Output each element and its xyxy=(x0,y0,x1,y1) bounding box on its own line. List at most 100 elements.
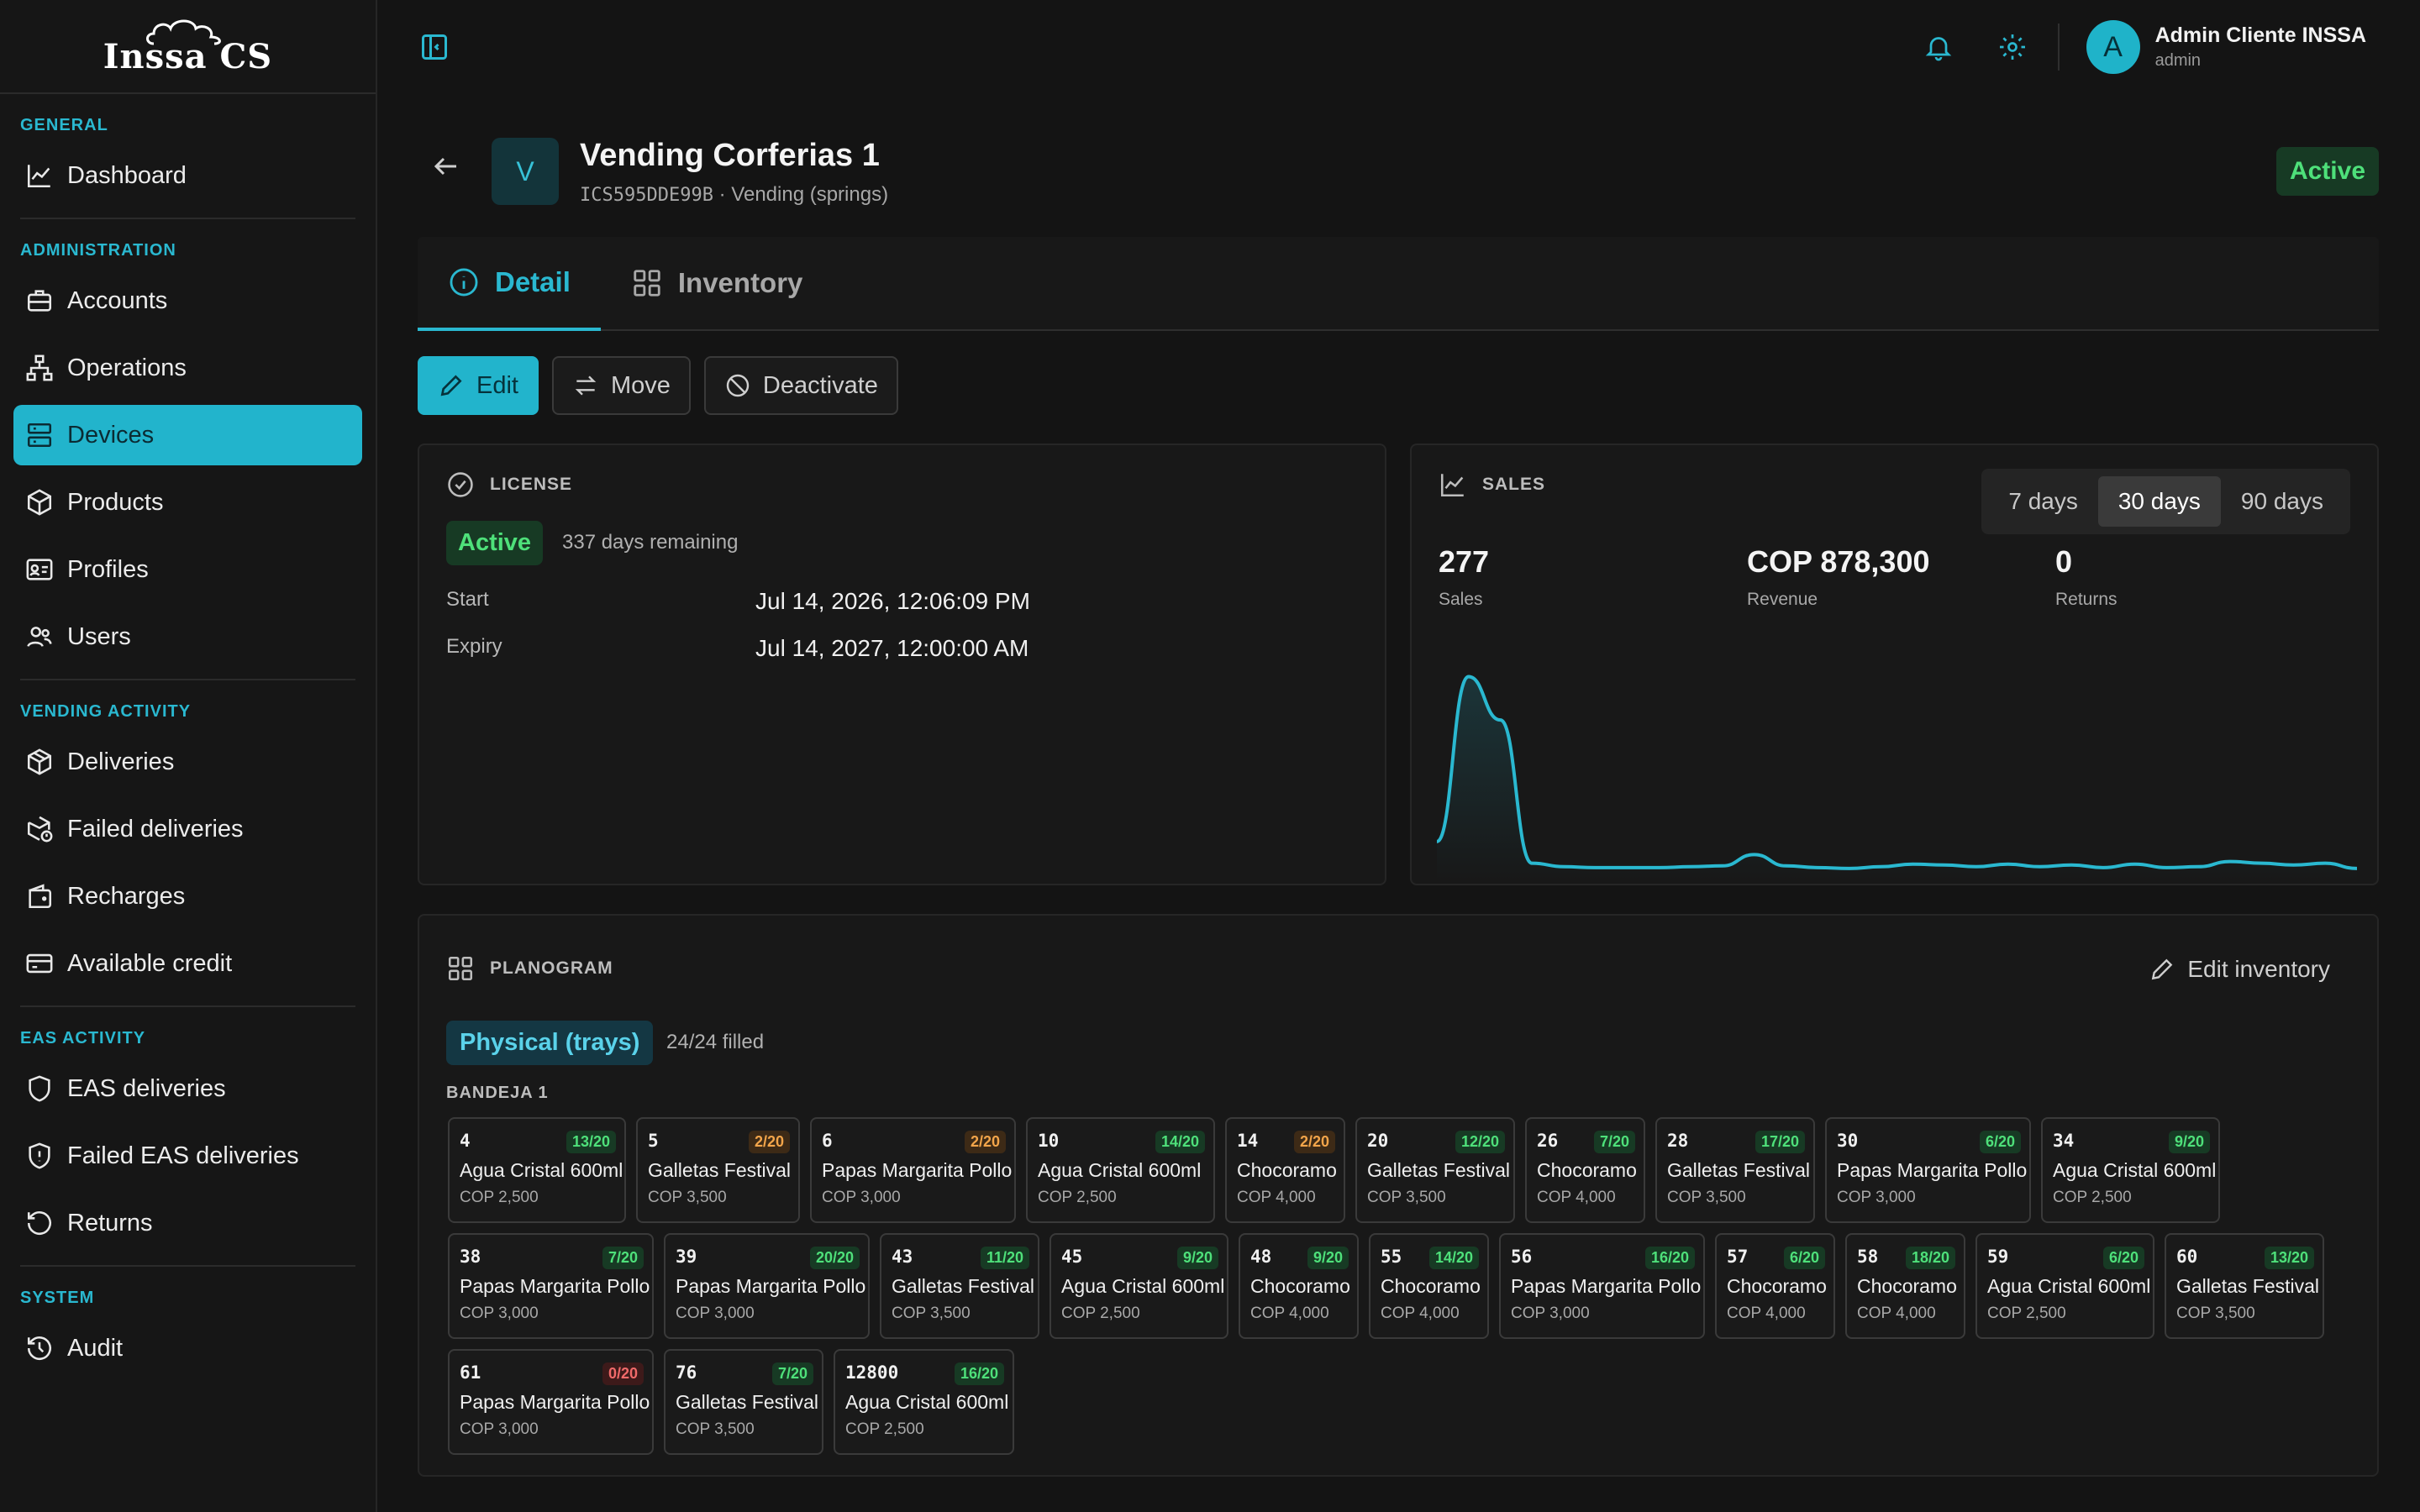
avatar[interactable]: A xyxy=(2086,20,2140,74)
slot-card[interactable]: 43 11/20 Galletas Festival COP 3,500 xyxy=(880,1233,1039,1339)
sidebar-item-dashboard[interactable]: Dashboard xyxy=(13,145,362,206)
range-7-days[interactable]: 7 days xyxy=(2008,488,2078,514)
sidebar-item-products[interactable]: Products xyxy=(13,472,362,533)
action-bar: Edit Move Deactivate xyxy=(418,331,2379,444)
slot-price: COP 4,000 xyxy=(1857,1305,1936,1322)
gear-icon[interactable] xyxy=(1997,32,2028,62)
sidebar-item-available-credit[interactable]: Available credit xyxy=(13,933,362,994)
card-title: LICENSE xyxy=(490,475,573,494)
slot-card[interactable]: 26 7/20 Chocoramo COP 4,000 xyxy=(1525,1117,1645,1223)
slot-product-name: Agua Cristal 600ml xyxy=(1987,1275,2151,1297)
slot-quantity-badge: 6/20 xyxy=(2102,1247,2144,1269)
slot-price: COP 3,500 xyxy=(2176,1305,2255,1322)
slot-card[interactable]: 34 9/20 Agua Cristal 600ml COP 2,500 xyxy=(2041,1117,2220,1223)
slot-number: 61 xyxy=(460,1362,481,1383)
slot-number: 20 xyxy=(1367,1131,1389,1151)
range-30-days[interactable]: 30 days xyxy=(2097,476,2221,527)
slot-product-name: Chocoramo xyxy=(1237,1159,1337,1181)
button-label: Edit inventory xyxy=(2187,956,2330,982)
slot-card[interactable]: 30 6/20 Papas Margarita Pollo COP 3,000 xyxy=(1825,1117,2031,1223)
sidebar-item-returns[interactable]: Returns xyxy=(13,1193,362,1253)
logo-text: Inssa CS xyxy=(103,36,273,76)
slot-card[interactable]: 57 6/20 Chocoramo COP 4,000 xyxy=(1715,1233,1835,1339)
slot-product-name: Chocoramo xyxy=(1537,1159,1637,1181)
nav-eas-activity: EAS ACTIVITY EAS deliveries Failed EAS d… xyxy=(0,1007,376,1253)
slot-product-name: Papas Margarita Pollo xyxy=(1837,1159,2028,1181)
back-arrow-icon[interactable] xyxy=(431,151,461,181)
slot-card[interactable]: 10 14/20 Agua Cristal 600ml COP 2,500 xyxy=(1026,1117,1215,1223)
expiry-value: Jul 14, 2027, 12:00:00 AM xyxy=(755,635,1029,661)
slot-number: 76 xyxy=(676,1362,697,1383)
sidebar-item-failed-deliveries[interactable]: Failed deliveries xyxy=(13,799,362,859)
slot-card[interactable]: 58 18/20 Chocoramo COP 4,000 xyxy=(1845,1233,1965,1339)
logo-area: Inssa CS xyxy=(0,0,376,94)
slot-card[interactable]: 12800 16/20 Agua Cristal 600ml COP 2,500 xyxy=(834,1349,1014,1455)
sidebar-item-audit[interactable]: Audit xyxy=(13,1318,362,1378)
bell-icon[interactable] xyxy=(1923,32,1954,62)
slot-quantity-badge: 17/20 xyxy=(1754,1131,1805,1153)
slot-card[interactable]: 59 6/20 Agua Cristal 600ml COP 2,500 xyxy=(1975,1233,2154,1339)
slot-card[interactable]: 14 2/20 Chocoramo COP 4,000 xyxy=(1225,1117,1345,1223)
box-icon xyxy=(27,489,52,516)
slot-quantity-badge: 11/20 xyxy=(980,1247,1029,1269)
slot-card[interactable]: 61 0/20 Papas Margarita Pollo COP 3,000 xyxy=(448,1349,654,1455)
sidebar-item-devices[interactable]: Devices xyxy=(13,405,362,465)
license-status-badge: Active xyxy=(446,521,544,565)
nav-section-title: VENDING ACTIVITY xyxy=(20,702,192,721)
range-90-days[interactable]: 90 days xyxy=(2240,488,2323,514)
divider xyxy=(20,1005,355,1007)
slot-price: COP 3,000 xyxy=(1511,1305,1590,1322)
sidebar-item-operations[interactable]: Operations xyxy=(13,338,362,398)
user-name: Admin Cliente INSSA xyxy=(2154,24,2366,47)
user-info[interactable]: Admin Cliente INSSA admin xyxy=(2155,24,2366,71)
sidebar-item-deliveries[interactable]: Deliveries xyxy=(13,732,362,792)
sidebar-item-label: Accounts xyxy=(67,286,168,314)
slot-number: 57 xyxy=(1727,1247,1749,1267)
slot-number: 59 xyxy=(1987,1247,2009,1267)
sidebar-item-users[interactable]: Users xyxy=(13,606,362,667)
slot-card[interactable]: 48 9/20 Chocoramo COP 4,000 xyxy=(1239,1233,1359,1339)
slot-price: COP 3,000 xyxy=(676,1305,755,1322)
divider xyxy=(20,1265,355,1267)
filled-count: 24/24 filled xyxy=(666,1031,765,1053)
slot-product-name: Chocoramo xyxy=(1857,1275,1957,1297)
deactivate-button[interactable]: Deactivate xyxy=(703,356,898,415)
stat-revenue: COP 878,300 Revenue xyxy=(1747,544,1930,610)
move-button[interactable]: Move xyxy=(551,356,691,415)
nav-section-title: SYSTEM xyxy=(20,1289,95,1307)
slot-card[interactable]: 60 13/20 Galletas Festival COP 3,500 xyxy=(2165,1233,2324,1339)
slot-card[interactable]: 56 16/20 Papas Margarita Pollo COP 3,000 xyxy=(1499,1233,1705,1339)
slot-card[interactable]: 20 12/20 Galletas Festival COP 3,500 xyxy=(1355,1117,1515,1223)
tab-inventory[interactable]: Inventory xyxy=(601,237,834,329)
edit-inventory-button[interactable]: Edit inventory xyxy=(2149,956,2330,983)
slot-price: COP 3,500 xyxy=(676,1420,755,1438)
sidebar-item-failed-eas-deliveries[interactable]: Failed EAS deliveries xyxy=(13,1126,362,1186)
tab-detail[interactable]: Detail xyxy=(418,237,601,331)
slot-card[interactable]: 55 14/20 Chocoramo COP 4,000 xyxy=(1369,1233,1489,1339)
slot-card[interactable]: 28 17/20 Galletas Festival COP 3,500 xyxy=(1655,1117,1815,1223)
topbar: A Admin Cliente INSSA admin xyxy=(377,0,2420,94)
sidebar-item-eas-deliveries[interactable]: EAS deliveries xyxy=(13,1058,362,1119)
device-header: V Vending Corferias 1 ICS595DDE99B · Ven… xyxy=(418,94,2379,237)
sidebar-item-accounts[interactable]: Accounts xyxy=(13,270,362,331)
tabs: Detail Inventory xyxy=(418,237,2379,331)
slot-card[interactable]: 76 7/20 Galletas Festival COP 3,500 xyxy=(664,1349,823,1455)
slot-quantity-badge: 13/20 xyxy=(2264,1247,2314,1269)
card-header: LICENSE xyxy=(446,470,572,499)
slot-number: 14 xyxy=(1237,1131,1259,1151)
logo[interactable]: Inssa CS xyxy=(103,17,272,76)
card-title: SALES xyxy=(1482,475,1546,494)
sidebar-item-profiles[interactable]: Profiles xyxy=(13,539,362,600)
slot-card[interactable]: 5 2/20 Galletas Festival COP 3,500 xyxy=(636,1117,800,1223)
slot-card[interactable]: 38 7/20 Papas Margarita Pollo COP 3,000 xyxy=(448,1233,654,1339)
slot-card[interactable]: 6 2/20 Papas Margarita Pollo COP 3,000 xyxy=(810,1117,1016,1223)
swap-icon xyxy=(575,375,597,396)
slot-card[interactable]: 4 13/20 Agua Cristal 600ml COP 2,500 xyxy=(448,1117,626,1223)
sidebar-toggle-icon[interactable] xyxy=(419,32,450,62)
slot-price: COP 4,000 xyxy=(1381,1305,1460,1322)
slot-card[interactable]: 45 9/20 Agua Cristal 600ml COP 2,500 xyxy=(1050,1233,1228,1339)
slot-card[interactable]: 39 20/20 Papas Margarita Pollo COP 3,000 xyxy=(664,1233,870,1339)
edit-button[interactable]: Edit xyxy=(418,356,539,415)
sidebar-item-recharges[interactable]: Recharges xyxy=(13,866,362,927)
slot-quantity-badge: 16/20 xyxy=(954,1362,1004,1385)
